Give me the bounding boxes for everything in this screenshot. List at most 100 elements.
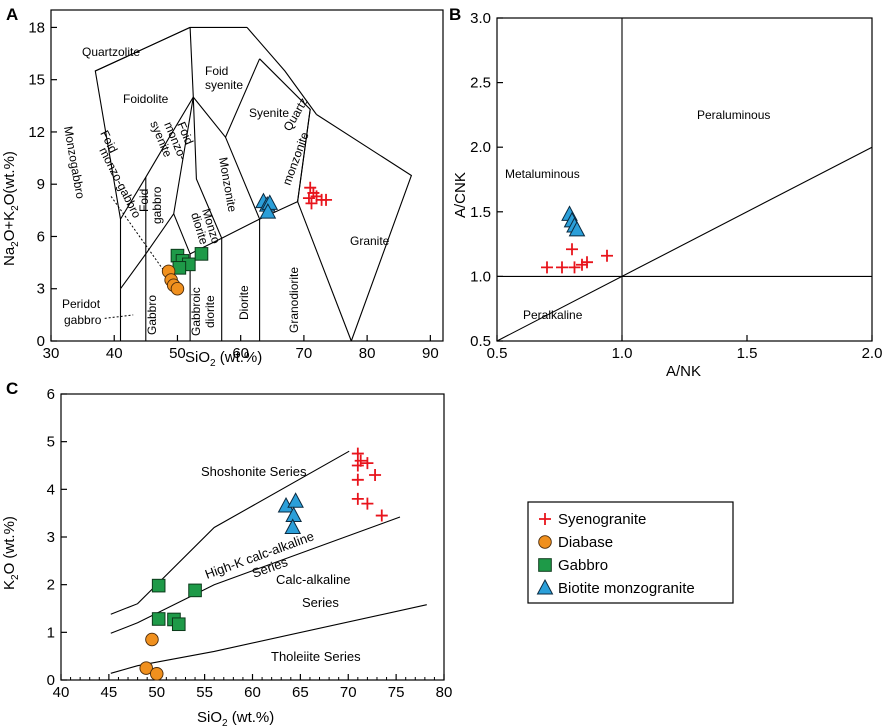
legend-label-syenogranite: Syenogranite <box>558 511 646 528</box>
field-label-metaluminous: Metaluminous <box>505 167 580 181</box>
x-tick-label: 90 <box>422 345 439 362</box>
field-label-granodiorite: Granodiorite <box>287 267 301 333</box>
field-label-gabbroic-diorite-2: diorite <box>203 295 217 328</box>
panel-a-plot-frame <box>50 9 444 342</box>
x-tick-label: 80 <box>359 345 376 362</box>
syenogranite-point <box>351 492 364 505</box>
legend-label-diabase: Diabase <box>558 534 613 551</box>
field-label-quartz-monzonite-2: monzonite <box>280 130 312 187</box>
panel-b-plot-frame <box>496 17 873 342</box>
field-label-gabbroic-diorite-1: Gabbroic <box>189 287 203 336</box>
leader-monzogabbro <box>110 196 169 277</box>
legend-marker-biotite-monzogranite <box>536 578 554 595</box>
syenogranite-point <box>351 459 364 472</box>
gabbro-point <box>188 583 202 598</box>
panel-c-x-axis-title: SiO2 (wt.%) <box>197 709 274 726</box>
field-label-gabbro: Gabbro <box>145 295 159 335</box>
field-label-foid-gabbro-2: gabbro <box>150 186 164 224</box>
x-tick-label: 65 <box>292 684 309 701</box>
x-tick-label: 1.0 <box>612 345 633 362</box>
biotite-monzogranite-point <box>284 518 302 534</box>
x-tick-label: 75 <box>388 684 405 701</box>
y-tick-label: 5 <box>47 434 55 451</box>
y-tick-label: 1.0 <box>470 268 491 285</box>
syenogranite-point <box>302 192 315 205</box>
legend: Syenogranite Diabase Gabbro Biotite monzogr… <box>527 501 734 604</box>
x-tick-label: 50 <box>148 684 165 701</box>
field-label-peralkaline: Peralkaline <box>523 308 583 322</box>
syenogranite-point <box>361 457 374 470</box>
gabbro-point <box>194 247 209 261</box>
series-label-calc-alkaline-1: Calc-alkaline <box>276 572 350 587</box>
legend-marker-diabase <box>538 535 552 549</box>
legend-label-biotite-monzogranite: Biotite monzogranite <box>558 580 695 597</box>
panel-b-field-labels: Peraluminous Metaluminous Peralkaline <box>505 108 770 322</box>
panel-b-letter: B <box>449 5 461 24</box>
y-tick-label: 1 <box>47 624 55 641</box>
panel-a-data-points <box>161 181 333 296</box>
syenogranite-point <box>576 258 588 271</box>
x-tick-label: 60 <box>232 345 249 362</box>
diabase-point <box>139 661 153 675</box>
x-tick-label: 60 <box>244 684 261 701</box>
syenogranite-point <box>361 497 374 510</box>
x-tick-label: 50 <box>169 345 186 362</box>
panel-c-letter: C <box>6 379 18 398</box>
y-tick-label: 6 <box>47 386 55 403</box>
legend-marker-gabbro <box>538 558 552 572</box>
panel-a-field-labels: Quartzolite Foidolite Foid syenite Syeni… <box>61 45 390 336</box>
panel-a-letter: A <box>6 5 18 24</box>
legend-box <box>527 501 734 604</box>
y-tick-label: 18 <box>28 19 45 36</box>
panel-c-plot-frame <box>60 393 445 681</box>
boundary-diagonal <box>496 146 873 342</box>
syenogranite-point <box>304 181 317 194</box>
x-tick-label: 40 <box>106 345 123 362</box>
boundary-foidolite-upper <box>95 26 191 72</box>
field-label-monzogabbro: Monzogabbro <box>61 125 88 200</box>
field-label-peridot-gabbro-1: Peridot <box>62 297 101 311</box>
boundary-shoshonite-high-k <box>110 450 350 615</box>
panel-c-series-labels: Shoshonite Series High-K calc-alkaline S… <box>201 464 361 664</box>
syenogranite-point <box>351 447 364 460</box>
field-label-peraluminous: Peraluminous <box>697 108 770 122</box>
x-tick-label: 55 <box>196 684 213 701</box>
panel-b-shand-diagram: B 0.5 1.0 1.5 2.0 0.5 1.0 1.5 2.0 2.5 3.0 Peralum… <box>449 5 882 380</box>
syenogranite-point <box>369 469 382 482</box>
diabase-point <box>145 632 159 647</box>
syenogranite-point <box>305 197 318 210</box>
panel-c-data-points <box>139 447 388 681</box>
panel-a-x-axis-title: SiO2 (wt.%) <box>185 349 262 369</box>
syenogranite-point <box>556 261 568 274</box>
panel-b-y-axis-title: A/CNK <box>452 172 469 218</box>
field-label-monzonite: Monzonite <box>216 156 239 213</box>
x-tick-label: 45 <box>101 684 118 701</box>
leader-peridot-gabbro <box>104 314 134 319</box>
panel-a-field-boundaries <box>94 26 413 342</box>
boundary-high-k-calc-alkaline <box>110 516 401 634</box>
y-tick-label: 12 <box>28 124 45 141</box>
syenogranite-point <box>581 256 593 269</box>
legend-marker-syenogranite <box>539 513 551 525</box>
y-tick-label: 3 <box>37 281 45 298</box>
field-label-foid-syenite-1: Foid <box>205 64 228 78</box>
x-tick-label: 0.5 <box>487 345 508 362</box>
y-tick-label: 2.0 <box>470 139 491 156</box>
y-tick-label: 2 <box>47 577 55 594</box>
syenogranite-point <box>601 249 613 262</box>
y-tick-label: 0 <box>47 672 55 689</box>
panel-a-y-axis-title: Na2O+K2O(wt.%) <box>1 151 21 266</box>
y-tick-label: 3 <box>47 529 55 546</box>
biotite-monzogranite-point <box>287 492 304 508</box>
x-tick-label: 70 <box>340 684 357 701</box>
y-tick-label: 2.5 <box>470 75 491 92</box>
x-tick-label: 40 <box>53 684 70 701</box>
panel-a-ticks: 30 40 50 60 70 80 90 0 3 6 9 12 15 18 <box>28 19 438 362</box>
x-tick-label: 1.5 <box>737 345 758 362</box>
series-label-tholeiite: Tholeiite Series <box>271 649 361 664</box>
boundary-monzonite <box>120 97 194 290</box>
y-tick-label: 0.5 <box>470 333 491 350</box>
